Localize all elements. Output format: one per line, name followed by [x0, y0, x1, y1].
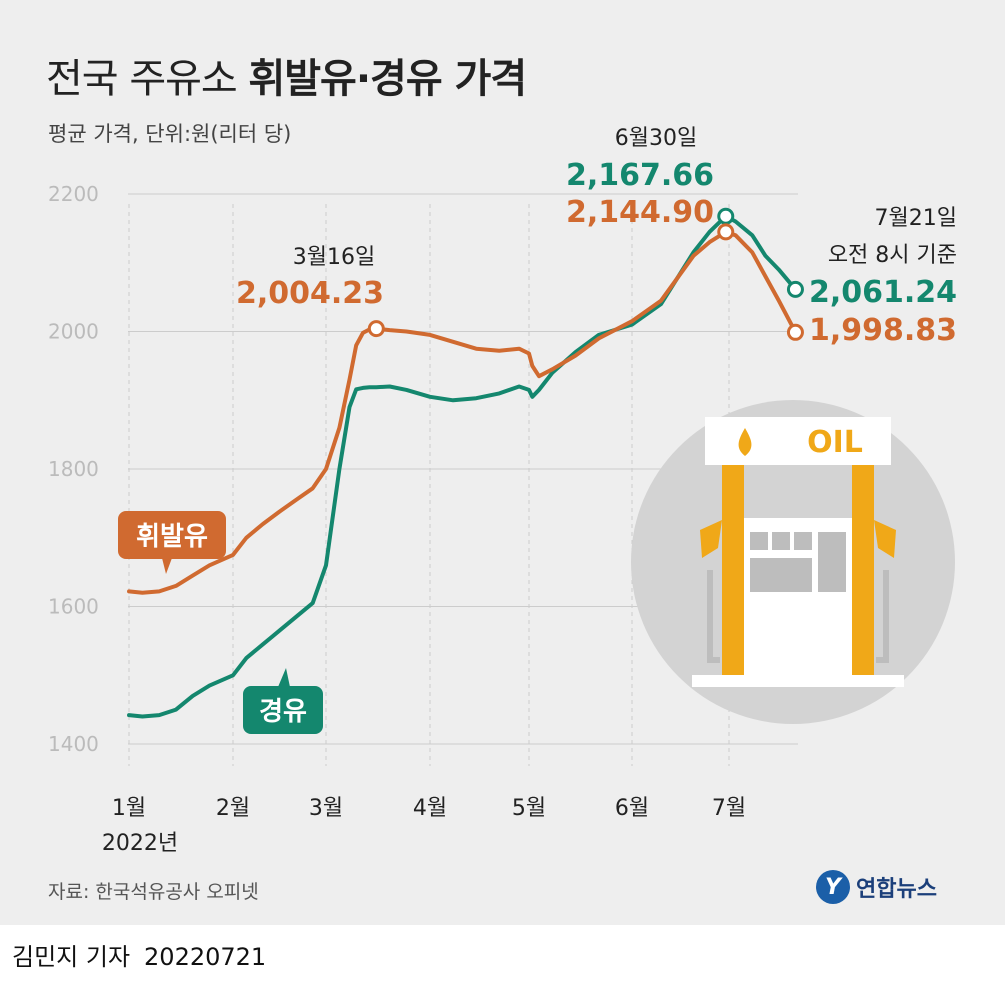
page-title: 전국 주유소 휘발유·경유 가격	[46, 46, 527, 104]
annotation-jun30-gasoline: 2,144.90	[566, 195, 714, 230]
x-axis-year-label: 2022년	[102, 831, 178, 856]
annotation-jun30-diesel: 2,167.66	[566, 158, 714, 193]
pump-nozzle-left	[700, 520, 722, 558]
x-tick-label: 4월	[413, 796, 447, 821]
diesel-badge-box	[243, 686, 323, 734]
pump-sign	[705, 417, 891, 465]
y-tick-label: 2000	[48, 320, 99, 344]
pump-sign-text: OIL	[807, 425, 863, 460]
pump-display	[750, 558, 812, 592]
annotation-jul21-gasoline: 1,998.83	[809, 313, 957, 348]
logo-text: 연합뉴스	[856, 877, 937, 902]
x-tick-label: 6월	[615, 796, 649, 821]
pump-key	[772, 532, 790, 550]
gasoline-badge-box	[118, 511, 226, 559]
gasoline-line	[127, 229, 798, 595]
pump-pillar-left	[722, 465, 744, 675]
title-regular: 전국 주유소	[46, 56, 249, 102]
y-axis-ticks: 2200 2000 1800 1600 1400	[48, 182, 99, 756]
annotation-jul21-time: 오전 8시 기준	[828, 243, 957, 268]
price-chart: 2200 2000 1800 1600 1400 2022년 1월 2월 3월 4월 5월 6월 7…	[48, 126, 957, 856]
annotation-jun30-date: 6월30일	[615, 126, 697, 151]
publish-date: 20220721	[144, 943, 267, 971]
yonhap-logo: Y 연합뉴스	[816, 870, 937, 904]
pump-screen	[818, 532, 846, 592]
x-tick-label: 7월	[712, 796, 746, 821]
series-layer	[127, 214, 798, 719]
y-tick-label: 2200	[48, 182, 99, 206]
marker-diesel-jun30	[717, 207, 735, 225]
annotation-jul21-date: 7월21일	[875, 206, 957, 231]
reporter-name: 김민지 기자	[12, 943, 131, 971]
annotation-mar16-gasoline: 2,004.23	[236, 276, 384, 311]
marker-diesel-jul21	[786, 280, 804, 298]
marker-gasoline-jun30	[717, 223, 735, 241]
marker-gasoline-jul21	[786, 323, 804, 341]
gas-pump-icon: OIL	[631, 400, 955, 724]
x-tick-label: 5월	[512, 796, 546, 821]
annotation-mar16-date: 3월16일	[293, 245, 375, 270]
gasoline-badge-tail	[162, 558, 172, 574]
pump-hose-right	[876, 570, 889, 663]
x-axis-ticks: 2022년 1월 2월 3월 4월 5월 6월 7월	[102, 796, 746, 856]
marker-gasoline-mar16	[367, 320, 385, 338]
diesel-line	[127, 214, 798, 719]
title-bold: 휘발유·경유 가격	[248, 56, 527, 102]
x-tick-label: 2월	[216, 796, 250, 821]
logo-mark-icon: Y	[816, 870, 850, 904]
pump-base	[692, 675, 904, 687]
markers	[367, 207, 804, 341]
x-tick-label: 1월	[112, 796, 146, 821]
source-note: 자료: 한국석유공사 오피넷	[48, 881, 259, 903]
gasoline-badge: 휘발유	[118, 511, 226, 574]
pump-hose-left	[707, 570, 720, 663]
pump-nozzle-right	[874, 520, 896, 558]
pump-pillar-right	[852, 465, 874, 675]
byline: 김민지 기자 20220721	[12, 937, 266, 972]
y-tick-label: 1800	[48, 457, 99, 481]
diesel-badge-label: 경유	[259, 697, 307, 727]
pump-key	[794, 532, 812, 550]
x-tick-label: 3월	[309, 796, 343, 821]
oil-drop-icon	[738, 428, 752, 456]
y-tick-label: 1600	[48, 595, 99, 619]
chart-subtitle: 평균 가격, 단위:원(리터 당)	[48, 122, 292, 146]
gasoline-badge-label: 휘발유	[136, 522, 208, 552]
y-tick-label: 1400	[48, 732, 99, 756]
annotation-jul21-diesel: 2,061.24	[809, 275, 957, 310]
diesel-badge-tail	[278, 668, 290, 687]
diesel-badge: 경유	[243, 668, 323, 734]
pump-key	[750, 532, 768, 550]
